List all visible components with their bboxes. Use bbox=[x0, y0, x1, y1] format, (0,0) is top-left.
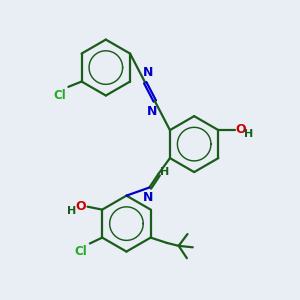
Text: N: N bbox=[142, 66, 153, 79]
Text: N: N bbox=[147, 105, 158, 118]
Text: Cl: Cl bbox=[75, 245, 88, 258]
Text: H: H bbox=[160, 167, 169, 177]
Text: H: H bbox=[67, 206, 76, 216]
Text: Cl: Cl bbox=[53, 88, 66, 102]
Text: H: H bbox=[244, 129, 253, 139]
Text: O: O bbox=[76, 200, 86, 213]
Text: O: O bbox=[236, 123, 246, 136]
Text: N: N bbox=[143, 191, 153, 204]
